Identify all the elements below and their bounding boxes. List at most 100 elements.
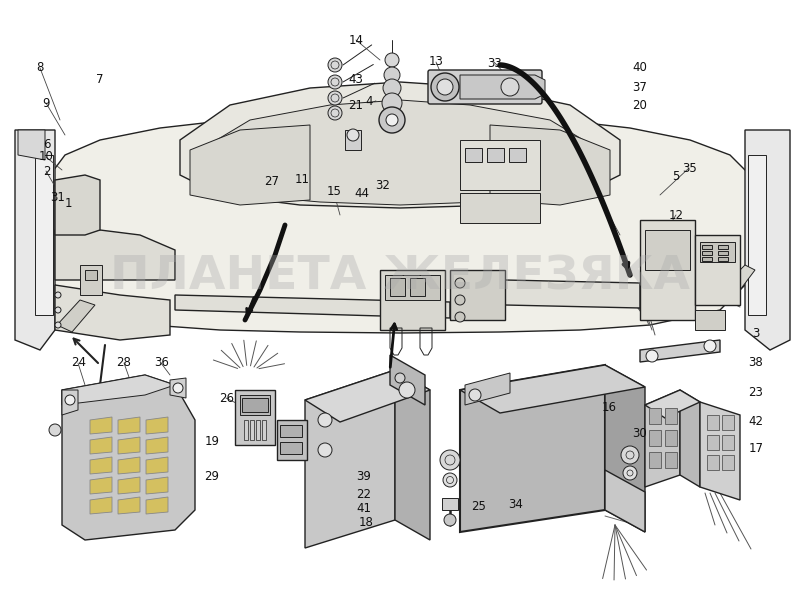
Circle shape [455, 278, 465, 288]
Polygon shape [460, 75, 545, 99]
Circle shape [624, 505, 636, 517]
Bar [390, 278, 405, 296]
Polygon shape [118, 417, 140, 434]
Text: 35: 35 [682, 162, 697, 175]
Polygon shape [90, 477, 112, 494]
Polygon shape [146, 477, 168, 494]
Circle shape [440, 450, 460, 470]
Circle shape [382, 93, 402, 113]
Polygon shape [50, 113, 750, 333]
Text: 6: 6 [42, 138, 50, 151]
Circle shape [704, 340, 716, 352]
Bar [695, 235, 740, 305]
Polygon shape [505, 280, 640, 308]
Text: 15: 15 [327, 185, 342, 198]
Circle shape [646, 350, 658, 362]
Circle shape [383, 79, 401, 97]
Text: 33: 33 [487, 57, 502, 70]
Circle shape [328, 106, 342, 120]
Polygon shape [118, 457, 140, 474]
Bar [700, 242, 735, 262]
Bar [722, 435, 734, 450]
Polygon shape [395, 370, 430, 540]
Bar [442, 498, 458, 510]
Bar [280, 425, 302, 437]
Bar [645, 230, 690, 270]
Bar [410, 278, 425, 296]
Bar [250, 420, 254, 440]
Text: 34: 34 [509, 498, 523, 511]
Circle shape [399, 382, 415, 398]
Polygon shape [460, 365, 605, 532]
Text: 26: 26 [219, 392, 234, 405]
Circle shape [437, 79, 453, 95]
Text: ПЛАНЕТА ЖЕЛЕЗЯКА: ПЛАНЕТА ЖЕЛЕЗЯКА [110, 255, 690, 300]
Circle shape [501, 78, 519, 96]
Text: 25: 25 [471, 500, 486, 513]
Text: 3: 3 [752, 327, 760, 340]
Text: 41: 41 [357, 502, 371, 515]
Polygon shape [55, 230, 175, 280]
Bar [277, 420, 307, 460]
Bar [460, 140, 540, 190]
Bar [707, 415, 719, 430]
Circle shape [49, 424, 61, 436]
Bar [707, 435, 719, 450]
Text: 22: 22 [357, 488, 371, 501]
Polygon shape [200, 100, 600, 205]
Text: 14: 14 [349, 34, 363, 47]
Polygon shape [745, 130, 790, 350]
Polygon shape [55, 175, 100, 235]
Bar [640, 220, 695, 320]
Text: 40: 40 [633, 61, 647, 74]
Text: 10: 10 [39, 150, 54, 163]
Polygon shape [146, 417, 168, 434]
Bar [85, 270, 97, 280]
Polygon shape [90, 437, 112, 454]
Circle shape [395, 373, 405, 383]
Polygon shape [62, 375, 195, 540]
Circle shape [386, 114, 398, 126]
Polygon shape [90, 497, 112, 514]
Text: 5: 5 [672, 171, 680, 183]
Bar [242, 398, 268, 412]
FancyBboxPatch shape [428, 70, 542, 104]
Bar [487, 148, 504, 162]
Text: 24: 24 [71, 356, 86, 369]
Circle shape [318, 443, 332, 457]
Text: 29: 29 [205, 470, 219, 483]
Bar [244, 420, 248, 440]
Polygon shape [645, 390, 700, 418]
Bar [380, 270, 445, 330]
Bar [702, 251, 712, 255]
Polygon shape [15, 130, 55, 350]
Circle shape [318, 413, 332, 427]
Bar [707, 455, 719, 470]
Text: 11: 11 [295, 173, 310, 186]
Polygon shape [730, 265, 755, 290]
Bar [665, 430, 677, 446]
Text: 13: 13 [429, 55, 443, 68]
Polygon shape [640, 340, 720, 362]
Text: 17: 17 [749, 442, 763, 455]
Polygon shape [490, 125, 610, 205]
Polygon shape [90, 457, 112, 474]
Text: 1: 1 [64, 197, 72, 210]
Polygon shape [180, 82, 620, 208]
Polygon shape [390, 355, 425, 405]
Text: 32: 32 [375, 179, 390, 192]
Polygon shape [118, 477, 140, 494]
Text: 43: 43 [349, 73, 363, 86]
Circle shape [328, 58, 342, 72]
Polygon shape [170, 378, 186, 398]
Circle shape [469, 389, 481, 401]
Circle shape [347, 129, 359, 141]
Text: 12: 12 [669, 209, 683, 222]
Text: 31: 31 [50, 191, 65, 204]
Polygon shape [146, 437, 168, 454]
Text: 37: 37 [633, 81, 647, 94]
Circle shape [328, 75, 342, 89]
Text: 19: 19 [205, 435, 219, 448]
Text: 4: 4 [366, 95, 374, 108]
Bar [722, 415, 734, 430]
